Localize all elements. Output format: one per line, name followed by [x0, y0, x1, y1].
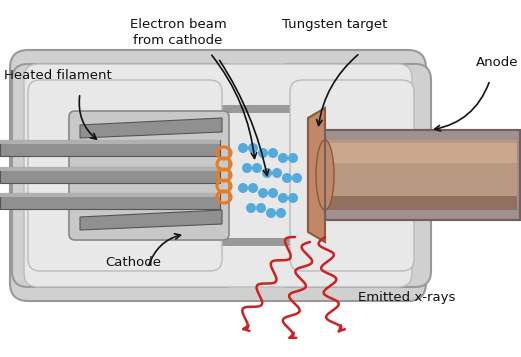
Circle shape [256, 203, 266, 213]
Ellipse shape [316, 140, 334, 210]
Bar [220, 105, 295, 113]
Circle shape [278, 193, 288, 203]
Bar [0, 140, 220, 144]
Circle shape [248, 183, 258, 193]
Text: Anode: Anode [476, 55, 518, 69]
FancyBboxPatch shape [12, 64, 239, 287]
Bar [325, 130, 520, 220]
Text: Tungsten target: Tungsten target [282, 18, 388, 31]
FancyBboxPatch shape [28, 80, 222, 271]
Bar [0, 167, 220, 183]
FancyBboxPatch shape [290, 80, 414, 271]
Bar [0, 193, 220, 197]
FancyBboxPatch shape [69, 111, 229, 240]
Circle shape [272, 168, 282, 178]
Bar [215, 108, 300, 243]
Circle shape [248, 143, 258, 153]
Bar [325, 140, 517, 210]
Polygon shape [80, 210, 222, 230]
Circle shape [288, 153, 298, 163]
Circle shape [252, 163, 262, 173]
Bar [220, 238, 295, 246]
Circle shape [258, 148, 268, 158]
Circle shape [282, 173, 292, 183]
Text: Cathode: Cathode [105, 256, 161, 268]
FancyBboxPatch shape [24, 64, 412, 287]
Bar [325, 143, 517, 163]
Polygon shape [308, 108, 325, 242]
Circle shape [238, 143, 248, 153]
Circle shape [292, 173, 302, 183]
Bar [0, 167, 220, 171]
Circle shape [266, 208, 276, 218]
Circle shape [268, 148, 278, 158]
FancyBboxPatch shape [10, 50, 426, 301]
Circle shape [238, 183, 248, 193]
Bar [0, 193, 220, 209]
Text: Heated filament: Heated filament [4, 69, 111, 81]
Circle shape [258, 188, 268, 198]
Circle shape [288, 193, 298, 203]
Text: Electron beam
from cathode: Electron beam from cathode [130, 18, 227, 47]
Circle shape [268, 188, 278, 198]
Circle shape [276, 208, 286, 218]
FancyBboxPatch shape [274, 64, 431, 287]
Text: Emitted x-rays: Emitted x-rays [358, 292, 455, 305]
Circle shape [246, 203, 256, 213]
Circle shape [278, 153, 288, 163]
Circle shape [262, 168, 272, 178]
Polygon shape [80, 118, 222, 138]
Bar [325, 130, 520, 220]
Bar [325, 196, 517, 210]
Bar [0, 140, 220, 156]
Circle shape [242, 163, 252, 173]
